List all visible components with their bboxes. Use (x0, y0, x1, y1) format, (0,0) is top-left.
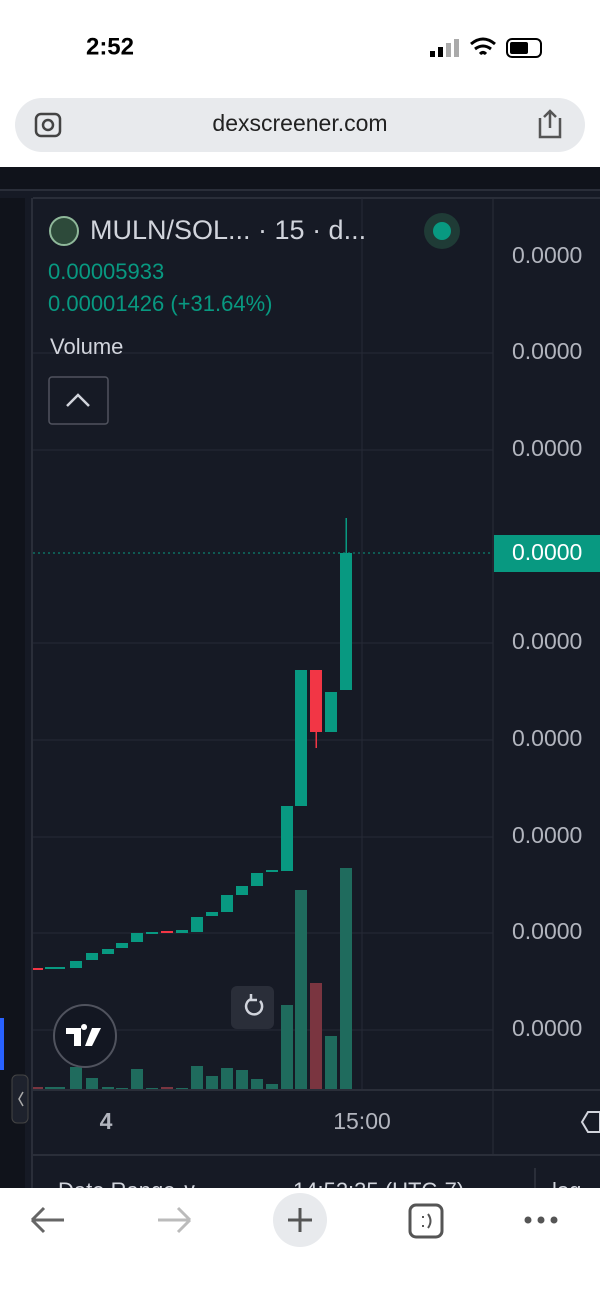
share-icon[interactable] (538, 109, 562, 139)
tabs-button[interactable] (408, 1203, 444, 1239)
back-button[interactable] (30, 1206, 64, 1234)
signal-icon (430, 39, 459, 57)
tradingview-logo[interactable] (53, 1004, 117, 1068)
lens-icon[interactable] (34, 112, 62, 138)
y-tick-label: 0.0000 (512, 822, 582, 848)
price-text: 0.00005933 (48, 259, 164, 284)
pair-title: MULN/SOL... · 15 · d... (90, 215, 366, 245)
settings-icon[interactable] (580, 1111, 600, 1133)
top-strip (0, 167, 600, 189)
y-tick-label: 0.0000 (512, 918, 582, 944)
x-tick-label: 4 (100, 1108, 113, 1134)
battery-icon (506, 38, 542, 58)
forward-button[interactable] (158, 1206, 192, 1234)
lens-icon-dot (41, 118, 55, 132)
y-tick-label: 0.0000 (512, 539, 582, 565)
y-tick-label: 0.0000 (512, 338, 582, 364)
url-text: dexscreener.com (212, 110, 387, 136)
y-tick-label: 0.0000 (512, 435, 582, 461)
menu-button[interactable] (524, 1216, 558, 1224)
grid (33, 198, 493, 1090)
left-panel (0, 198, 25, 1188)
y-tick-label: 0.0000 (512, 628, 582, 654)
url-bar[interactable] (15, 98, 585, 152)
y-axis: 0.0000 0.0000 0.0000 0.0000 0.0000 0.000… (512, 242, 582, 1041)
status-time: 2:52 (86, 33, 134, 60)
candles (33, 518, 352, 970)
y-tick-label: 0.0000 (512, 242, 582, 268)
price-label-bg (494, 535, 600, 572)
token-icon (49, 216, 79, 246)
battery-level (510, 42, 528, 54)
y-tick-label: 0.0000 (512, 725, 582, 751)
left-accent (0, 1018, 4, 1070)
y-tick-label: 0.0000 (512, 1015, 582, 1041)
reset-button[interactable] (231, 986, 274, 1029)
volume-label: Volume (50, 334, 123, 359)
change-text: 0.00001426 (+31.64%) (48, 291, 272, 316)
collapse-legend-button[interactable] (48, 376, 109, 425)
collapse-button[interactable] (11, 1074, 29, 1124)
volume-bars (33, 868, 352, 1090)
x-tick-label: 15:00 (333, 1108, 391, 1134)
wifi-icon (470, 37, 496, 56)
